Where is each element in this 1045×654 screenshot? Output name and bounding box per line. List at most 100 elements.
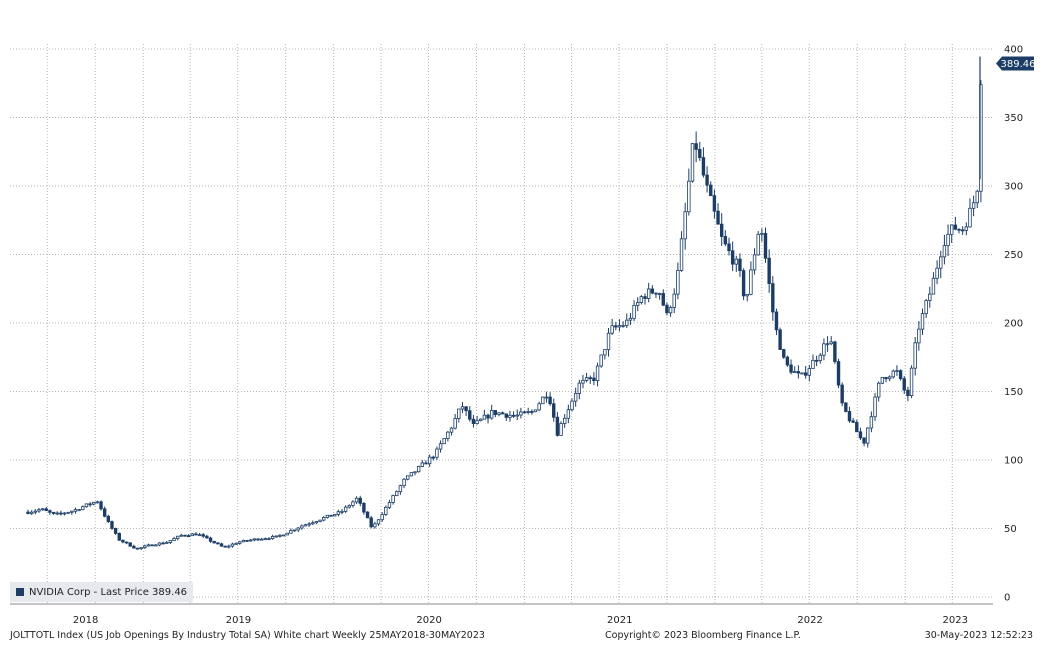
candle-body: [398, 485, 403, 493]
candle-body: [906, 389, 910, 396]
candle-body: [351, 501, 355, 506]
candle-body: [599, 354, 603, 367]
candle-body: [420, 462, 425, 467]
y-tick-label: 50: [1004, 524, 1017, 535]
candle-body: [329, 514, 333, 517]
candle-body: [946, 233, 950, 247]
candle-body: [573, 393, 578, 402]
candle-body: [964, 226, 969, 231]
candle-body: [526, 411, 530, 413]
candle-body: [157, 542, 162, 546]
candle-body: [723, 236, 728, 245]
candle-body: [230, 543, 235, 547]
candle-body: [734, 258, 738, 265]
candle-body: [154, 544, 158, 547]
candle-body: [402, 478, 406, 487]
candle-body: [471, 418, 476, 424]
candle-body: [183, 534, 187, 537]
candle-body: [256, 538, 260, 541]
candle-body: [793, 371, 797, 373]
candle-body: [829, 341, 833, 345]
candle-body: [606, 332, 611, 350]
candle-body: [391, 495, 395, 503]
candle-body: [705, 174, 709, 186]
candle-body: [683, 211, 687, 240]
candle-body: [909, 367, 914, 396]
candle-body: [376, 519, 381, 525]
candle-body: [701, 157, 706, 176]
candle-body: [741, 270, 746, 297]
candle-body: [727, 243, 731, 252]
candle-body: [774, 311, 779, 331]
x-tick-label: 2020: [416, 615, 441, 626]
y-tick-label: 400: [1004, 45, 1023, 56]
candle-body: [208, 537, 213, 542]
candle-body: [851, 420, 855, 423]
candle-body: [150, 544, 154, 547]
candle-body: [281, 534, 286, 537]
candle-body: [840, 384, 844, 404]
candle-body: [562, 417, 567, 424]
candle-body: [778, 329, 782, 350]
candle-body: [960, 229, 965, 232]
y-tick-label: 200: [1004, 319, 1023, 330]
candle-body: [595, 365, 600, 382]
candle-body: [522, 411, 527, 414]
candle-body: [238, 541, 242, 544]
candle-body: [796, 371, 801, 374]
candle-body: [37, 509, 41, 512]
candle-body: [369, 517, 373, 528]
candle-body: [738, 258, 742, 272]
candle-body: [26, 511, 30, 514]
last-price-marker: 389.46: [996, 56, 1036, 71]
candle-body: [621, 325, 625, 327]
candle-body: [234, 543, 238, 545]
candle-body: [117, 533, 121, 541]
candle-body: [44, 508, 48, 512]
candle-body: [427, 456, 432, 465]
candle-body: [617, 325, 622, 328]
candle-body: [752, 254, 757, 271]
y-axis-ticks: 0 50 100 150 200 250 300 350 400: [1004, 45, 1023, 604]
candle-body: [866, 427, 870, 444]
candle-body: [55, 512, 59, 515]
candle-body: [227, 545, 231, 548]
candle-body: [679, 238, 684, 271]
candle-body: [70, 510, 74, 513]
y-tick-label: 300: [1004, 182, 1023, 193]
chart-legend: NVIDIA Corp - Last Price 389.46: [10, 582, 194, 602]
candle-body: [300, 525, 304, 529]
candle-body: [515, 414, 519, 417]
candle-body: [566, 409, 571, 419]
candle-body: [887, 376, 892, 380]
candle-body: [73, 509, 78, 512]
candle-body: [690, 143, 695, 182]
candle-body: [373, 523, 377, 528]
candle-body: [303, 524, 308, 527]
candle-body: [931, 277, 936, 295]
candle-body: [175, 535, 180, 539]
y-tick-label: 150: [1004, 387, 1023, 398]
y-tick-label: 250: [1004, 250, 1023, 261]
candle-body: [274, 535, 278, 538]
candle-body: [500, 412, 505, 415]
candle-body: [121, 539, 125, 543]
candle-body: [387, 502, 392, 508]
candle-body: [639, 296, 644, 303]
candle-body: [719, 223, 724, 237]
candle-body: [165, 542, 169, 544]
candle-body: [836, 361, 841, 386]
candle-body: [833, 341, 837, 362]
candle-body: [395, 491, 399, 496]
candle-body: [81, 506, 85, 511]
candle-body: [132, 545, 136, 549]
x-tick-label: 2019: [226, 615, 251, 626]
candle-body: [672, 293, 676, 308]
candle-body: [811, 359, 815, 370]
x-tick-label: 2018: [73, 615, 98, 626]
candle-body: [362, 502, 366, 513]
candle-body: [636, 302, 640, 306]
candle-body: [530, 411, 534, 413]
candle-body: [541, 396, 545, 405]
candle-body: [479, 418, 483, 422]
